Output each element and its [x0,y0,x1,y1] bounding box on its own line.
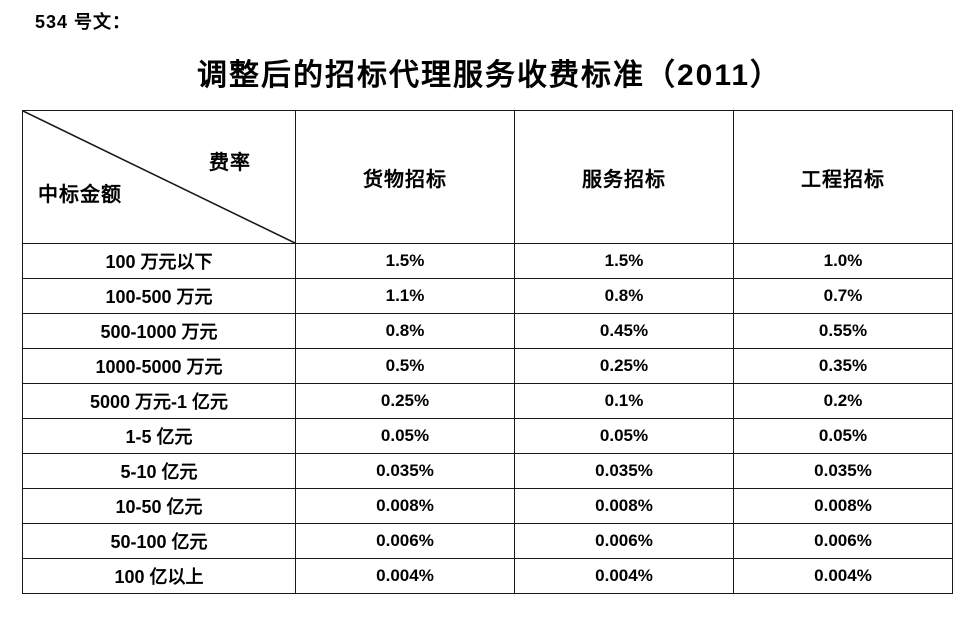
table-header-row: 费率 中标金额 货物招标 服务招标 工程招标 [22,110,953,244]
table-row: 5-10 亿元 0.035% 0.035% 0.035% [22,453,953,489]
amount-range-cell: 10-50 亿元 [22,488,296,524]
amount-range-cell: 5000 万元-1 亿元 [22,383,296,419]
service-rate-cell: 0.25% [514,348,734,384]
amount-range-cell: 1000-5000 万元 [22,348,296,384]
engineering-rate-cell: 0.05% [733,418,953,454]
corner-label-amount: 中标金额 [38,184,122,206]
table-row: 100-500 万元 1.1% 0.8% 0.7% [22,278,953,314]
service-rate-cell: 0.008% [514,488,734,524]
goods-rate-cell: 0.035% [295,453,515,489]
page-title: 调整后的招标代理服务收费标准（2011） [196,59,783,92]
table-row: 5000 万元-1 亿元 0.25% 0.1% 0.2% [22,383,953,419]
doc-reference-number: 534 号文： [35,12,132,32]
engineering-rate-cell: 0.004% [733,558,953,594]
engineering-rate-cell: 1.0% [733,243,953,279]
table-row: 1000-5000 万元 0.5% 0.25% 0.35% [22,348,953,384]
amount-range-cell: 5-10 亿元 [22,453,296,489]
goods-rate-cell: 0.006% [295,523,515,559]
amount-range-cell: 1-5 亿元 [22,418,296,454]
diagonal-divider-line [23,111,295,243]
corner-header-cell: 费率 中标金额 [22,110,296,244]
engineering-rate-cell: 0.35% [733,348,953,384]
service-rate-cell: 0.035% [514,453,734,489]
amount-range-cell: 100-500 万元 [22,278,296,314]
goods-rate-cell: 1.5% [295,243,515,279]
amount-range-cell: 500-1000 万元 [22,313,296,349]
engineering-rate-cell: 0.008% [733,488,953,524]
column-header-service: 服务招标 [514,110,734,244]
fee-rate-table: 费率 中标金额 货物招标 服务招标 工程招标 100 万元以下 1.5% 1.5… [22,110,953,594]
service-rate-cell: 0.004% [514,558,734,594]
goods-rate-cell: 0.5% [295,348,515,384]
service-rate-cell: 0.45% [514,313,734,349]
service-rate-cell: 0.8% [514,278,734,314]
table-row: 1-5 亿元 0.05% 0.05% 0.05% [22,418,953,454]
column-header-goods: 货物招标 [295,110,515,244]
amount-range-cell: 100 亿以上 [22,558,296,594]
engineering-rate-cell: 0.55% [733,313,953,349]
engineering-rate-cell: 0.2% [733,383,953,419]
engineering-rate-cell: 0.035% [733,453,953,489]
service-rate-cell: 0.1% [514,383,734,419]
goods-rate-cell: 0.25% [295,383,515,419]
goods-rate-cell: 0.8% [295,313,515,349]
engineering-rate-cell: 0.7% [733,278,953,314]
table-row: 500-1000 万元 0.8% 0.45% 0.55% [22,313,953,349]
table-row: 100 万元以下 1.5% 1.5% 1.0% [22,243,953,279]
goods-rate-cell: 0.05% [295,418,515,454]
table-row: 10-50 亿元 0.008% 0.008% 0.008% [22,488,953,524]
goods-rate-cell: 0.004% [295,558,515,594]
column-header-engineering: 工程招标 [733,110,953,244]
service-rate-cell: 0.006% [514,523,734,559]
engineering-rate-cell: 0.006% [733,523,953,559]
goods-rate-cell: 0.008% [295,488,515,524]
corner-label-rate: 费率 [209,152,251,174]
amount-range-cell: 50-100 亿元 [22,523,296,559]
table-row: 50-100 亿元 0.006% 0.006% 0.006% [22,523,953,559]
service-rate-cell: 1.5% [514,243,734,279]
table-row: 100 亿以上 0.004% 0.004% 0.004% [22,558,953,594]
service-rate-cell: 0.05% [514,418,734,454]
amount-range-cell: 100 万元以下 [22,243,296,279]
goods-rate-cell: 1.1% [295,278,515,314]
